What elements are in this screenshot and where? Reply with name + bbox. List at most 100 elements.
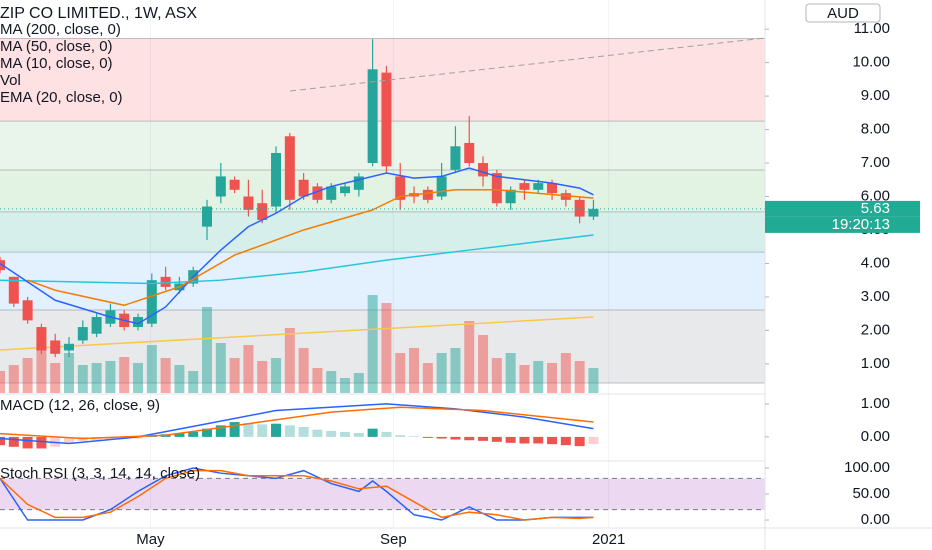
candle-body <box>450 146 461 170</box>
legend-entry: MA (10, close, 0) <box>0 55 113 72</box>
candle-body <box>215 176 226 197</box>
candle-body <box>284 136 295 200</box>
volume-bar <box>574 361 585 393</box>
last-price-label: 5.63 <box>861 200 890 217</box>
candle-body <box>381 72 392 167</box>
level-band <box>0 211 765 253</box>
y-tick-label: 1.00 <box>861 355 890 372</box>
candle-body <box>64 343 75 351</box>
y-tick-label: 100.00 <box>844 459 890 476</box>
volume-bar <box>547 363 558 393</box>
level-band <box>0 252 765 310</box>
y-tick-label: 50.00 <box>852 485 890 502</box>
volume-bar <box>312 368 323 393</box>
candle-body <box>202 206 213 227</box>
macd-histogram-bar <box>257 424 268 437</box>
volume-ma-line <box>0 316 594 351</box>
macd-histogram-bar <box>588 436 599 445</box>
macd-histogram-bar <box>188 431 199 437</box>
macd-histogram-bar <box>64 436 75 444</box>
stoch-line <box>0 469 594 521</box>
last-price-box <box>765 200 920 217</box>
candle-body <box>160 276 171 287</box>
macd-histogram-bar <box>229 422 240 437</box>
volume-bar <box>133 363 144 393</box>
volume-bar <box>409 348 420 393</box>
candle-body <box>505 189 516 204</box>
candle-body <box>146 280 157 324</box>
y-tick-label: 11.00 <box>854 20 890 37</box>
volume-bar <box>326 371 337 393</box>
macd-histogram-bar <box>312 429 323 437</box>
legend-entry: EMA (20, close, 0) <box>0 89 123 106</box>
volume-bar <box>505 353 516 393</box>
y-tick-label: 6.00 <box>861 187 890 204</box>
volume-bar <box>436 353 447 393</box>
volume-bar <box>533 361 544 393</box>
macd-histogram-bar <box>381 431 392 437</box>
y-tick-label: 0.00 <box>861 511 890 528</box>
volume-bar <box>91 363 102 393</box>
volume-bar <box>50 363 61 393</box>
x-tick-label: May <box>136 531 165 548</box>
macd-histogram-bar <box>174 432 185 437</box>
volume-bar <box>340 378 351 393</box>
volume-bar <box>491 358 502 393</box>
legend-entry: Vol <box>0 72 21 89</box>
volume-bar <box>367 295 378 393</box>
macd-histogram-bar <box>547 436 558 445</box>
currency-button[interactable] <box>805 3 881 23</box>
candle-body <box>422 189 433 200</box>
macd-histogram-bar <box>478 436 489 441</box>
ma-line <box>0 234 594 285</box>
candle-body <box>395 176 406 200</box>
volume-bar <box>271 358 282 393</box>
macd-histogram-bar <box>340 431 351 437</box>
candle-body <box>367 69 378 164</box>
candle-body <box>22 300 33 321</box>
volume-bar <box>395 353 406 393</box>
candle-body <box>91 317 102 334</box>
y-tick-label: 3.00 <box>861 288 890 305</box>
volume-bar <box>105 361 116 393</box>
volume-bar <box>174 365 185 393</box>
candle-body <box>436 176 447 197</box>
macd-histogram-bar <box>533 436 544 444</box>
volume-bar <box>298 348 309 393</box>
candle-body <box>243 196 254 210</box>
candle-body <box>547 183 558 194</box>
macd-histogram-bar <box>133 436 144 439</box>
pane-title: MACD (12, 26, close, 9) <box>0 397 160 414</box>
stoch-band <box>0 478 765 510</box>
y-tick-label: 2.00 <box>861 321 890 338</box>
ma-line <box>27 189 594 307</box>
macd-histogram-bar <box>491 436 502 442</box>
volume-bar <box>381 303 392 393</box>
volume-bar <box>188 371 199 393</box>
candle-body <box>8 276 19 304</box>
countdown-label: 19:20:13 <box>832 216 890 233</box>
ma-line <box>0 167 594 325</box>
volume-bar <box>243 345 254 393</box>
macd-histogram-bar <box>326 430 337 437</box>
candle-body <box>353 176 364 190</box>
macd-histogram-bar <box>243 423 254 437</box>
macd-histogram-bar <box>8 436 19 447</box>
candle-body <box>491 173 502 204</box>
y-tick-label: 0.00 <box>861 428 890 445</box>
volume-bar <box>146 345 157 393</box>
candle-body <box>478 163 489 177</box>
candle-body <box>340 186 351 194</box>
volume-bar <box>588 368 599 393</box>
candle-body <box>312 186 323 200</box>
candle-body <box>519 183 530 190</box>
candle-body <box>533 183 544 190</box>
macd-histogram-bar <box>0 436 5 446</box>
volume-bar <box>64 353 75 393</box>
volume-bar <box>77 365 88 393</box>
legend-entry: MA (50, close, 0) <box>0 38 113 55</box>
stoch-line <box>0 467 594 521</box>
volume-bar <box>353 373 364 393</box>
volume-bar <box>8 365 19 393</box>
